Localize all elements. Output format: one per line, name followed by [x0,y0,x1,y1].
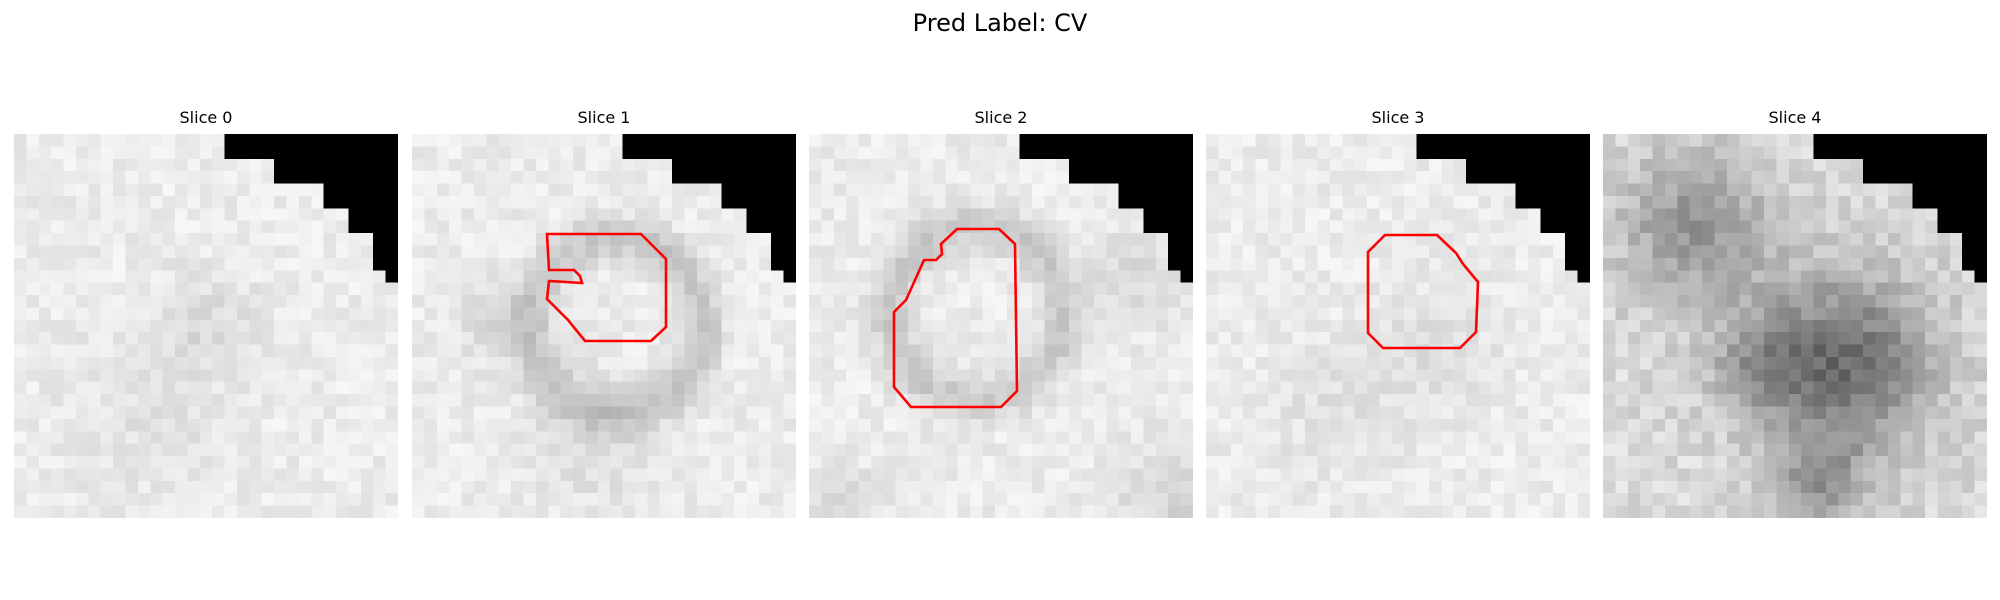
slice-title: Slice 3 [1371,108,1425,127]
slice-image [14,134,398,518]
slice-panel-2: Slice 2 [809,108,1193,518]
slice-panel-4: Slice 4 [1603,108,1987,518]
segmentation-contour [892,227,1019,409]
segmentation-contour [545,232,668,343]
figure-title: Pred Label: CV [912,9,1088,37]
slice-pixels [412,134,796,518]
slice-title: Slice 0 [179,108,233,127]
slice-pixels [1206,134,1590,518]
slice-panel-0: Slice 0 [14,108,398,518]
slice-title: Slice 2 [974,108,1028,127]
slice-image [809,134,1193,518]
slice-pixels [809,134,1193,518]
slice-pixels [1603,134,1987,518]
segmentation-contour [1366,233,1480,350]
slice-title: Slice 1 [577,108,631,127]
slice-panel-1: Slice 1 [412,108,796,518]
slice-image [1603,134,1987,518]
slice-image [412,134,796,518]
slice-image [1206,134,1590,518]
slice-panel-3: Slice 3 [1206,108,1590,518]
slice-pixels [14,134,398,518]
slice-title: Slice 4 [1768,108,1822,127]
